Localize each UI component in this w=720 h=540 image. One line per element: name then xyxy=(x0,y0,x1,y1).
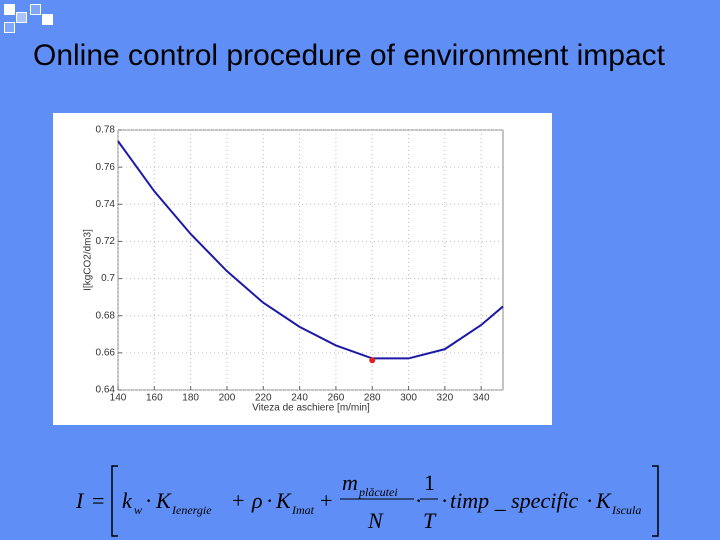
x-tick-label: 340 xyxy=(473,393,490,404)
x-tick-label: 200 xyxy=(219,393,236,404)
x-tick-label: 300 xyxy=(400,393,417,404)
y-tick-label: 0.68 xyxy=(96,310,116,321)
y-tick-label: 0.74 xyxy=(96,199,116,210)
decor xyxy=(16,12,27,23)
decor xyxy=(42,14,53,25)
line xyxy=(117,140,504,360)
x-tick-label: 180 xyxy=(182,393,199,404)
formula-text: m xyxy=(342,470,358,495)
y-tick-label: 0.66 xyxy=(96,347,116,358)
y-tick-label: 0.72 xyxy=(96,236,116,247)
highlight-point xyxy=(369,357,376,364)
y-axis-label: I[kgCO2/dm3] xyxy=(83,229,94,291)
formula-text: · xyxy=(441,488,448,513)
y-tick-label: 0.7 xyxy=(101,273,115,284)
y-tick-label: 0.78 xyxy=(96,125,116,136)
formula-text: · xyxy=(586,488,593,513)
bracket xyxy=(652,465,659,537)
decor xyxy=(30,4,41,15)
x-axis-label: Viteza de aschiere [m/min] xyxy=(252,403,370,414)
formula-text: · xyxy=(145,488,152,513)
x-tick-label: 160 xyxy=(146,393,163,404)
formula-text: ρ xyxy=(251,488,263,513)
formula-text: K xyxy=(275,488,292,513)
decor xyxy=(4,22,15,33)
formula-text: = xyxy=(92,488,104,513)
x-tick-label: 260 xyxy=(328,393,345,404)
slide-title: Online control procedure of environment … xyxy=(33,39,665,72)
x-tick-label: 220 xyxy=(255,393,272,404)
formula-text: I xyxy=(75,488,85,513)
formula-text: + xyxy=(232,488,244,513)
formula-text: · xyxy=(415,488,422,513)
formula-sub: w xyxy=(134,503,142,517)
x-tick-label: 320 xyxy=(437,393,454,404)
y-tick-label: 0.76 xyxy=(96,162,116,173)
formula-sub: plăcutei xyxy=(358,485,398,499)
bracket xyxy=(111,465,118,537)
x-tick-label: 240 xyxy=(291,393,308,404)
formula-text: k xyxy=(122,488,133,513)
formula-sub: Ienergie xyxy=(171,503,212,517)
formula-sub: Imat xyxy=(291,503,315,517)
formula-text: K xyxy=(155,488,172,513)
formula-text: timp _ specific xyxy=(450,488,579,513)
decor xyxy=(4,4,15,15)
formula-text: T xyxy=(423,508,437,533)
x-tick-label: 140 xyxy=(110,393,127,404)
formula-text: K xyxy=(595,488,612,513)
formula-sub: Iscula xyxy=(611,503,641,517)
y-tick-label: 0.64 xyxy=(96,385,116,396)
formula-text: 1 xyxy=(424,470,435,495)
formula-text: + xyxy=(320,488,332,513)
formula-text: N xyxy=(367,508,384,533)
formula-text: · xyxy=(266,488,273,513)
x-tick-label: 280 xyxy=(364,393,381,404)
